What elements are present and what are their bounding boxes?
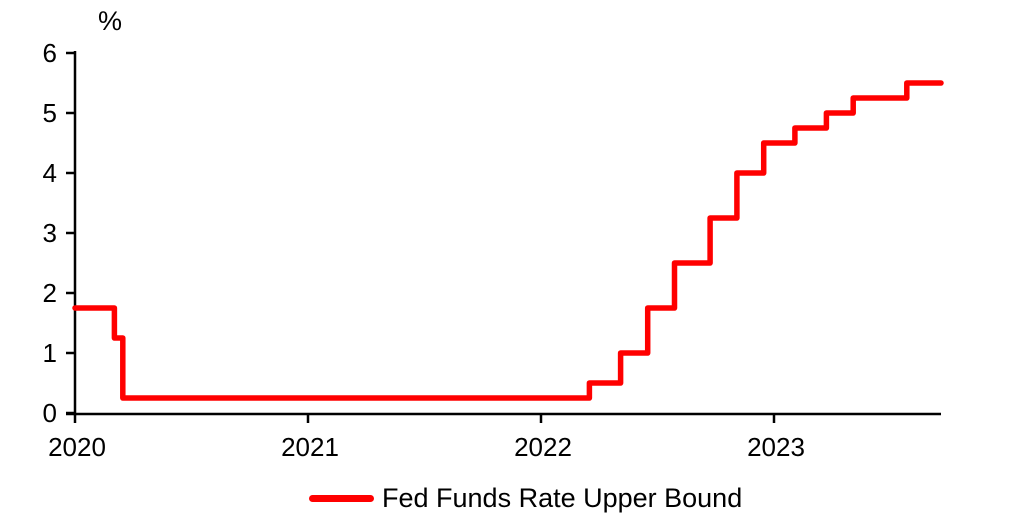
x-tick-label: 2022 bbox=[514, 432, 572, 462]
y-tick-label: 6 bbox=[43, 38, 57, 68]
legend-label: Fed Funds Rate Upper Bound bbox=[382, 483, 743, 513]
x-tick-label: 2023 bbox=[747, 432, 805, 462]
x-tick-label: 2021 bbox=[281, 432, 339, 462]
y-tick-label: 4 bbox=[43, 158, 57, 188]
legend-line-swatch bbox=[309, 495, 374, 502]
series-step-line bbox=[72, 80, 944, 401]
x-tick-label: 2020 bbox=[48, 432, 106, 462]
y-tick-label: 1 bbox=[43, 338, 57, 368]
y-tick-label: 2 bbox=[43, 278, 57, 308]
y-tick-label: 5 bbox=[43, 98, 57, 128]
legend: Fed Funds Rate Upper Bound bbox=[309, 483, 742, 514]
y-axis-unit-label: % bbox=[97, 6, 122, 36]
y-tick-label: 3 bbox=[43, 218, 57, 248]
y-tick-label: 0 bbox=[43, 398, 57, 428]
